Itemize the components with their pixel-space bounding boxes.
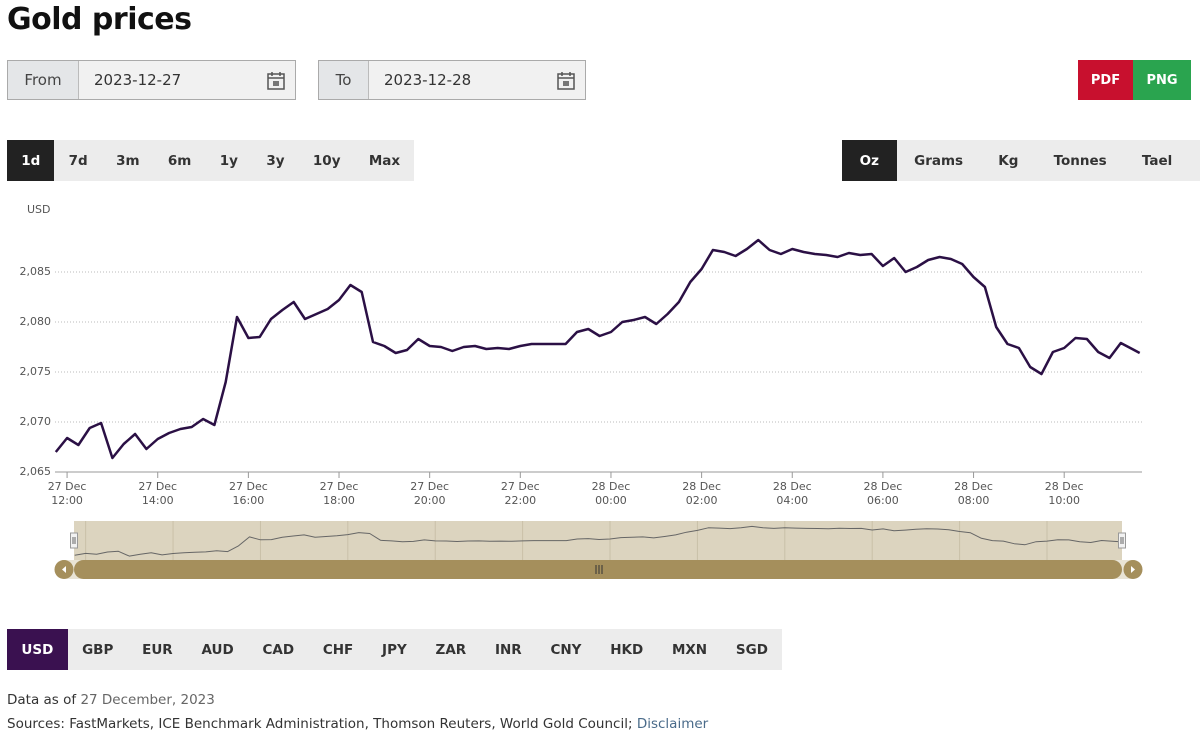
currency-button[interactable]: INR [494,641,522,658]
currency-button[interactable]: CAD [262,641,295,658]
currency-button[interactable]: SGD [735,641,768,658]
currency-button[interactable]: CHF [322,641,354,658]
unit-button[interactable]: Tola [1190,140,1200,181]
y-tick-label: 2,075 [20,365,52,378]
to-date[interactable]: To 2023-12-28 [318,60,586,100]
currency-button[interactable]: JPY [382,641,407,658]
period-button[interactable]: 7d [68,152,88,169]
currency-button[interactable]: HKD [610,641,644,658]
sources: Sources: FastMarkets, ICE Benchmark Admi… [7,716,708,732]
unit-button[interactable]: Kg [998,152,1019,169]
x-tick-label: 10:00 [1048,494,1080,507]
sources-text: Sources: FastMarkets, ICE Benchmark Admi… [7,716,633,732]
navigator-background [74,521,1122,560]
x-tick-label: 28 Dec [954,480,993,493]
x-tick-label: 27 Dec [138,480,177,493]
unit-button[interactable]: Grams [914,152,964,169]
from-text: 2023-12-27 [94,71,182,89]
to-value[interactable]: 2023-12-28 [369,61,585,99]
calendar-icon[interactable] [267,71,285,90]
disclaimer-link[interactable]: Disclaimer [636,716,709,732]
x-tick-label: 02:00 [686,494,718,507]
x-tick-label: 18:00 [323,494,355,507]
to-label: To [319,61,369,99]
period-button[interactable]: 3m [116,152,140,169]
period-button[interactable]: 3y [266,152,285,169]
period-button[interactable]: 1d [7,140,55,181]
period-button[interactable]: 6m [167,152,192,169]
data-as-of-date: 27 December, 2023 [80,692,215,708]
x-tick-label: 20:00 [414,494,446,507]
export-button[interactable]: PDF [1078,60,1133,100]
period-button[interactable]: Max [368,152,401,169]
x-tick-label: 27 Dec [48,480,87,493]
x-tick-label: 28 Dec [864,480,903,493]
currency-button[interactable]: ZAR [435,641,467,658]
x-tick-label: 27 Dec [229,480,268,493]
unit-button[interactable]: Tonnes [1053,152,1107,169]
x-tick-label: 22:00 [504,494,536,507]
from-value[interactable]: 2023-12-27 [79,61,295,99]
period-buttons: 1d 7d 3m 6m 1y 3y 10y Max [7,140,415,181]
x-tick-label: 16:00 [233,494,265,507]
currency-button[interactable]: MXN [671,641,708,658]
navigator-handle [70,532,78,549]
y-tick-label: 2,085 [20,265,52,278]
x-tick-label: 28 Dec [1045,480,1084,493]
y-tick-label: 2,080 [20,315,52,328]
x-tick-label: 08:00 [958,494,990,507]
from-label: From [8,61,79,99]
currency-button[interactable]: AUD [201,641,234,658]
x-tick-label: 12:00 [51,494,83,507]
export-button[interactable]: PNG [1133,60,1191,100]
x-tick-label: 27 Dec [320,480,359,493]
x-tick-label: 28 Dec [773,480,812,493]
scrollbar-arrow [1131,566,1135,573]
x-tick-label: 06:00 [867,494,899,507]
navigator-handle [1118,532,1126,549]
y-axis-label: USD [27,203,51,216]
currency-buttons: USD GBP EUR AUD CAD CHF JPY ZAR INR CNY HKD MXN SGD [7,629,783,670]
scrollbar-thumb [74,560,1122,579]
unit-button[interactable]: Oz [842,140,897,181]
export-buttons: PDF PNG [1078,60,1191,100]
navigator-line [74,525,1120,557]
currency-button[interactable]: CNY [550,641,582,658]
x-tick-label: 28 Dec [682,480,721,493]
currency-button[interactable]: USD [7,629,68,670]
x-tick-label: 00:00 [595,494,627,507]
currency-button[interactable]: EUR [142,641,173,658]
scrollbar-arrow [62,566,66,573]
y-tick-label: 2,065 [20,465,52,478]
page-title: Gold prices [7,2,192,37]
x-tick-label: 28 Dec [592,480,631,493]
currency-button[interactable]: GBP [82,641,114,658]
to-text: 2023-12-28 [384,71,472,89]
x-tick-label: 14:00 [142,494,174,507]
data-as-of-label: Data as of [7,692,77,708]
data-as-of: Data as of 27 December, 2023 [7,692,215,708]
period-button[interactable]: 10y [312,152,341,169]
y-tick-label: 2,070 [20,415,52,428]
unit-buttons: Oz Grams Kg Tonnes Tael Tola [842,140,1200,181]
price-line [54,238,1141,460]
x-tick-label: 27 Dec [410,480,449,493]
unit-button[interactable]: Tael [1141,152,1173,169]
from-date[interactable]: From 2023-12-27 [7,60,296,100]
x-tick-label: 27 Dec [501,480,540,493]
calendar-icon[interactable] [557,71,575,90]
x-tick-label: 04:00 [776,494,808,507]
period-button[interactable]: 1y [219,152,238,169]
